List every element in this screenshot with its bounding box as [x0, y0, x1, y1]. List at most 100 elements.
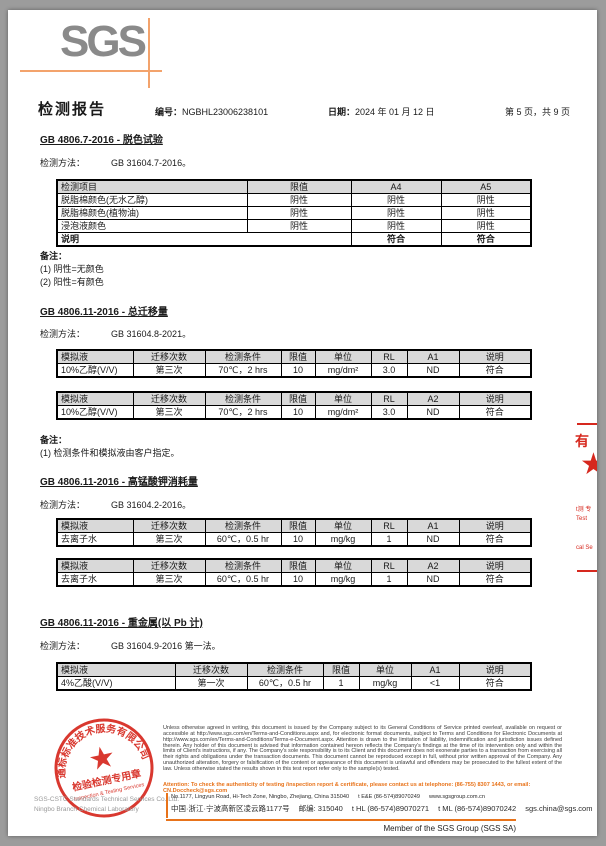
heavy-metal-table: 模拟液 迁移次数 检测条件 限值 单位 A1 说明 4%乙酸(V/V) 第一次 … — [56, 662, 532, 691]
table-cell: 阴性 — [246, 219, 352, 233]
method-value: GB 31604.2-2016。 — [111, 500, 192, 510]
table-cell: 第三次 — [132, 532, 206, 547]
table-cell: 60℃，0.5 hr — [246, 676, 324, 691]
table-cell: 阴性 — [350, 193, 442, 207]
table-cell: ND — [406, 532, 460, 547]
table-cell: 10 — [280, 572, 316, 587]
summary-cell: 符合 — [440, 232, 532, 247]
method-value: GB 31604.8-2021。 — [111, 329, 192, 339]
header-cell: 说明 — [458, 391, 532, 406]
table-cell: 阴性 — [350, 219, 442, 233]
total-migration-table-a2: 模拟液 迁移次数 检测条件 限值 单位 RL A2 说明 10%乙醇(V/V) … — [56, 391, 532, 420]
header-cell: 模拟液 — [56, 518, 134, 533]
table-cell: mg/kg — [314, 572, 372, 587]
table-cell: 10 — [280, 405, 316, 420]
table-cell: 阴性 — [440, 193, 532, 207]
table-header-row: 模拟液 迁移次数 检测条件 限值 单位 RL A1 说明 — [56, 518, 532, 533]
table-cell: ND — [406, 572, 460, 587]
report-number-label: 编号： — [155, 107, 183, 117]
table-cell: 第一次 — [174, 676, 248, 691]
section-title-decolor: GB 4806.7-2016 - 脱色试验 — [40, 135, 163, 146]
header-cell: 检测条件 — [246, 662, 324, 677]
header-cell: 说明 — [458, 349, 532, 364]
table-cell: 阴性 — [246, 206, 352, 220]
header-cell: 限值 — [322, 662, 360, 677]
table-cell: 第三次 — [132, 363, 206, 378]
note-item: (1) 阴性=无颜色 — [40, 264, 104, 274]
section-title-total-migration: GB 4806.11-2016 - 总迁移量 — [40, 307, 168, 318]
table-cell: 10%乙醇(V/V) — [56, 363, 134, 378]
table-cell: mg/dm² — [314, 405, 372, 420]
report-title: 检测报告 — [38, 101, 107, 118]
summary-label-cell: 说明 — [56, 232, 352, 247]
table-cell: 脱脂棉颜色(植物油) — [56, 206, 248, 220]
table-cell: <1 — [410, 676, 460, 691]
header-cell: 检测项目 — [56, 179, 248, 194]
address-cn-text: 中国·浙江·宁波高新区凌云路1177号 — [171, 804, 290, 813]
table-cell: ND — [406, 405, 460, 420]
table-header-row: 模拟液 迁移次数 检测条件 限值 单位 A1 说明 — [56, 662, 532, 677]
report-page: SGS 检测报告 编号：NGBHL23006238101 日期：2024 年 0… — [8, 10, 597, 836]
header-cell: 模拟液 — [56, 349, 134, 364]
table-cell: 第三次 — [132, 405, 206, 420]
edge-seal-star-icon: ★ — [580, 448, 597, 481]
header-cell: 单位 — [314, 558, 372, 573]
header-cell: 迁移次数 — [174, 662, 248, 677]
sgs-logo-text: SGS — [60, 17, 147, 66]
footer-address-cn: 中国·浙江·宁波高新区凌云路1177号 邮编: 315040 t HL (86-57… — [171, 803, 597, 814]
header-cell: A2 — [406, 391, 460, 406]
table-cell: 60℃，0.5 hr — [204, 532, 282, 547]
edge-seal-top-line — [577, 423, 597, 425]
header-cell: A4 — [350, 179, 442, 194]
logo-horizontal-line — [20, 70, 162, 72]
header-cell: 检测条件 — [204, 349, 282, 364]
header-cell: 限值 — [280, 391, 316, 406]
table-cell: 符合 — [458, 676, 532, 691]
header-cell: A5 — [440, 179, 532, 194]
tel-hl: t HL (86-574)89070271 — [351, 804, 430, 813]
table-cell: 阴性 — [440, 206, 532, 220]
edge-seal-fragment: t测 专 — [576, 507, 592, 513]
table-cell: 去离子水 — [56, 532, 134, 547]
notes-decolor: 备注： (1) 阴性=无颜色 (2) 阳性=有颜色 — [40, 250, 104, 289]
edge-seal-fragment: Test — [576, 516, 588, 522]
header-cell: 检测条件 — [204, 558, 282, 573]
report-date-value: 2024 年 01 月 12 日 — [355, 107, 435, 117]
method-label: 检测方法： — [40, 500, 86, 510]
logo-vertical-line — [148, 18, 150, 88]
notes-label: 备注： — [40, 251, 68, 261]
header-cell: 说明 — [458, 518, 532, 533]
header-cell: 迁移次数 — [132, 391, 206, 406]
notes-total-migration: 备注： (1) 检测条件和模拟液由客户指定。 — [40, 434, 180, 460]
seal-star-icon: ★ — [85, 740, 118, 778]
table-cell: 70℃，2 hrs — [204, 405, 282, 420]
table-cell: 3.0 — [370, 363, 408, 378]
lab-name-line2: Ningbo Branch Chemical Laboratory — [34, 806, 139, 813]
table-row: 脱脂棉颜色(无水乙醇) 阴性 阴性 阴性 — [56, 193, 532, 207]
table-cell: 去离子水 — [56, 572, 134, 587]
header-cell: 限值 — [280, 518, 316, 533]
total-migration-table-a1: 模拟液 迁移次数 检测条件 限值 单位 RL A1 说明 10%乙醇(V/V) … — [56, 349, 532, 378]
table-row: 脱脂棉颜色(植物油) 阴性 阴性 阴性 — [56, 206, 532, 220]
header-cell: 限值 — [280, 349, 316, 364]
table-row: 浸泡液颜色 阴性 阴性 阴性 — [56, 219, 532, 233]
website-text: www.sgsgroup.com.cn — [428, 794, 485, 800]
table-cell: 符合 — [458, 405, 532, 420]
table-cell: 1 — [370, 572, 408, 587]
header-cell: RL — [370, 558, 408, 573]
table-cell: 10 — [280, 532, 316, 547]
decolor-results-table: 检测项目 限值 A4 A5 脱脂棉颜色(无水乙醇) 阴性 阴性 阴性 脱脂棉颜色… — [56, 179, 532, 247]
table-row: 10%乙醇(V/V) 第三次 70℃，2 hrs 10 mg/dm² 3.0 N… — [56, 363, 532, 378]
table-cell: 阴性 — [440, 219, 532, 233]
member-line: Member of the SGS Group (SGS SA) — [383, 824, 517, 833]
table-cell: 阴性 — [350, 206, 442, 220]
header-cell: 单位 — [314, 349, 372, 364]
header-cell: A1 — [406, 518, 460, 533]
table-cell: 脱脂棉颜色(无水乙醇) — [56, 193, 248, 207]
table-row: 10%乙醇(V/V) 第三次 70℃，2 hrs 10 mg/dm² 3.0 N… — [56, 405, 532, 420]
summary-cell: 符合 — [350, 232, 442, 247]
page-indicator: 第 5 页，共 9 页 — [505, 107, 571, 117]
report-number-value: NGBHL23006238101 — [182, 107, 269, 117]
method-label: 检测方法： — [40, 158, 86, 168]
header-cell: 限值 — [280, 558, 316, 573]
